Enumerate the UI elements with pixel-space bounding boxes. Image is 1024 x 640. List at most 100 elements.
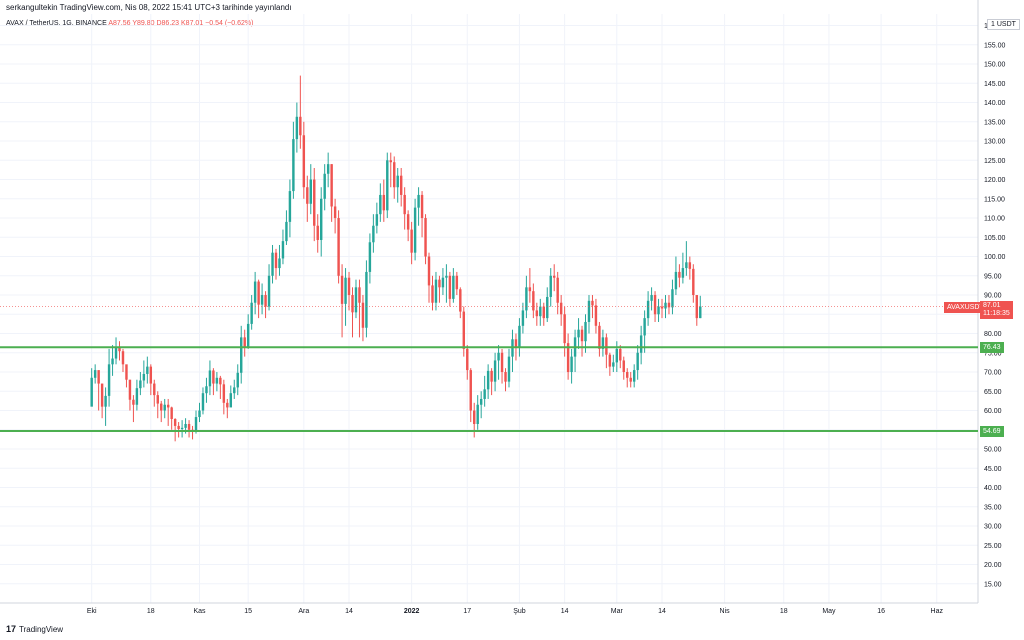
candle-body (166, 404, 170, 408)
candle-body (685, 262, 688, 269)
candle-body (452, 275, 455, 299)
candle-body (375, 214, 379, 226)
x-tick-label: 14 (658, 608, 666, 615)
y-tick-label: 75.00 (984, 350, 1002, 357)
candle-body (532, 291, 535, 311)
candle-body (559, 302, 563, 315)
y-tick-label: 90.00 (984, 293, 1002, 300)
candle-body (333, 206, 337, 219)
x-tick-label: 16 (877, 608, 885, 615)
candle-body (667, 302, 671, 308)
candle-body (271, 252, 274, 276)
candle-body (577, 329, 580, 338)
candle-body (476, 404, 479, 424)
y-tick-label: 25.00 (984, 543, 1002, 550)
candle-body (448, 275, 452, 299)
candle-body (149, 366, 153, 384)
candle-body (288, 191, 292, 222)
candle-body (629, 377, 632, 382)
candle-body (657, 306, 660, 315)
candle-body (399, 175, 403, 195)
candle-body (97, 370, 100, 384)
candle-body (361, 302, 365, 328)
candle-body (264, 295, 267, 307)
candle-body (111, 358, 114, 365)
x-tick-label: 14 (561, 608, 569, 615)
candle-body (479, 398, 483, 405)
candle-body (222, 384, 226, 403)
candle-body (563, 314, 566, 344)
candle-body (309, 179, 312, 204)
x-tick-label: Kas (193, 608, 206, 615)
candle-body (118, 346, 121, 352)
candle-body (146, 366, 149, 374)
y-tick-label: 130.00 (984, 139, 1006, 146)
candle-body (250, 302, 253, 324)
candle-body (671, 289, 674, 308)
candle-body (326, 164, 330, 174)
currency-label[interactable]: 1 USDT (987, 19, 1020, 30)
candle-body (368, 242, 372, 272)
x-tick-label: Şub (513, 608, 526, 615)
ohlc-high: Y89.80 (132, 20, 155, 27)
level-price-tag: 54.69 (980, 425, 1004, 437)
candle-body (587, 300, 591, 322)
y-tick-label: 30.00 (984, 524, 1002, 531)
candle-body (699, 306, 702, 319)
candle-body (379, 194, 382, 215)
candle-body (639, 335, 643, 353)
candle-body (93, 370, 97, 378)
candle-body (615, 348, 619, 363)
ohlc-low: D86.23 (156, 20, 180, 27)
candle-body (358, 287, 361, 303)
y-tick-label: 150.00 (984, 62, 1006, 69)
candle-body (372, 225, 375, 243)
candle-body (396, 175, 399, 188)
candle-body (605, 337, 608, 355)
y-tick-label: 20.00 (984, 562, 1002, 569)
y-tick-label: 135.00 (984, 119, 1006, 126)
ohlc-open: A87.56 (108, 20, 131, 27)
currency-text: USDT (996, 21, 1016, 28)
candle-body (438, 279, 441, 288)
candle-body (636, 352, 639, 371)
x-tick-label: Haz (931, 608, 944, 615)
candle-body (660, 306, 664, 309)
candle-body (552, 275, 556, 278)
x-tick-label: 17 (463, 608, 471, 615)
candle-body (441, 277, 445, 288)
symbol-name[interactable]: AVAX / TetherUS, 1G, BINANCE (6, 20, 107, 27)
candle-body (427, 256, 431, 286)
y-tick-label: 105.00 (984, 235, 1006, 242)
tradingview-logo: 17 TradingView (6, 624, 63, 634)
candle-body (664, 302, 667, 309)
y-tick-label: 45.00 (984, 466, 1002, 473)
candle-body (459, 289, 462, 312)
candle-body (184, 423, 187, 428)
candle-body (546, 296, 549, 319)
last-price-tag: 87.01 11:18:35 (980, 300, 1013, 319)
candle-body (608, 354, 612, 367)
x-tick-label: Ara (298, 608, 309, 615)
candle-body (539, 306, 542, 317)
candle-body (473, 410, 476, 424)
last-price-symbol-tag: AVAXUSDT (944, 301, 987, 313)
x-tick-label: May (822, 608, 836, 615)
y-tick-label: 35.00 (984, 504, 1002, 511)
candle-body (163, 404, 166, 411)
y-tick-label: 95.00 (984, 273, 1002, 280)
candle-body (177, 425, 180, 429)
candle-body (219, 377, 222, 385)
candle-body (257, 281, 260, 305)
candle-body (500, 352, 504, 373)
candle-body (434, 279, 438, 303)
candle-body (299, 116, 302, 136)
candle-body (688, 262, 692, 269)
last-price-value: 87.01 (983, 301, 1001, 309)
candle-body (542, 306, 545, 319)
candle-body (601, 337, 605, 349)
candle-body (205, 386, 208, 394)
x-tick-label: 2022 (404, 608, 420, 615)
y-tick-label: 115.00 (984, 196, 1005, 203)
